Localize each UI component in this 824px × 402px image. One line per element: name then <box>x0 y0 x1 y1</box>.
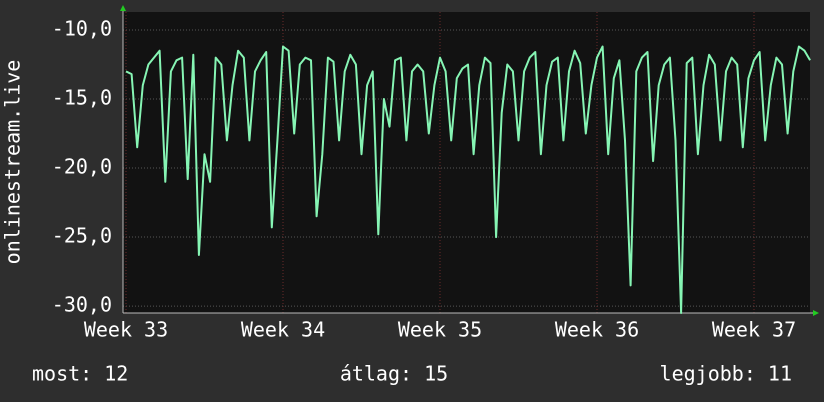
x-tick-label: Week 34 <box>241 318 325 342</box>
y-axis-label: onlinestream.live <box>1 60 25 265</box>
y-tick-label: -10,0 <box>52 16 112 40</box>
y-arrow <box>120 5 126 11</box>
footer-stat: átlag: 15 <box>340 362 448 386</box>
x-tick-label: Week 37 <box>712 318 796 342</box>
footer-stat: legjobb: 11 <box>660 362 792 386</box>
y-tick-label: -30,0 <box>52 293 112 317</box>
x-tick-label: Week 33 <box>84 318 168 342</box>
y-tick-label: -15,0 <box>52 85 112 109</box>
data-line <box>125 45 811 314</box>
x-tick-label: Week 35 <box>398 318 482 342</box>
x-arrow <box>813 310 819 316</box>
plot-area <box>123 12 810 313</box>
footer-stat: most: 12 <box>32 362 128 386</box>
y-tick-label: -25,0 <box>52 224 112 248</box>
x-tick-label: Week 36 <box>555 318 639 342</box>
y-tick-label: -20,0 <box>52 155 112 179</box>
